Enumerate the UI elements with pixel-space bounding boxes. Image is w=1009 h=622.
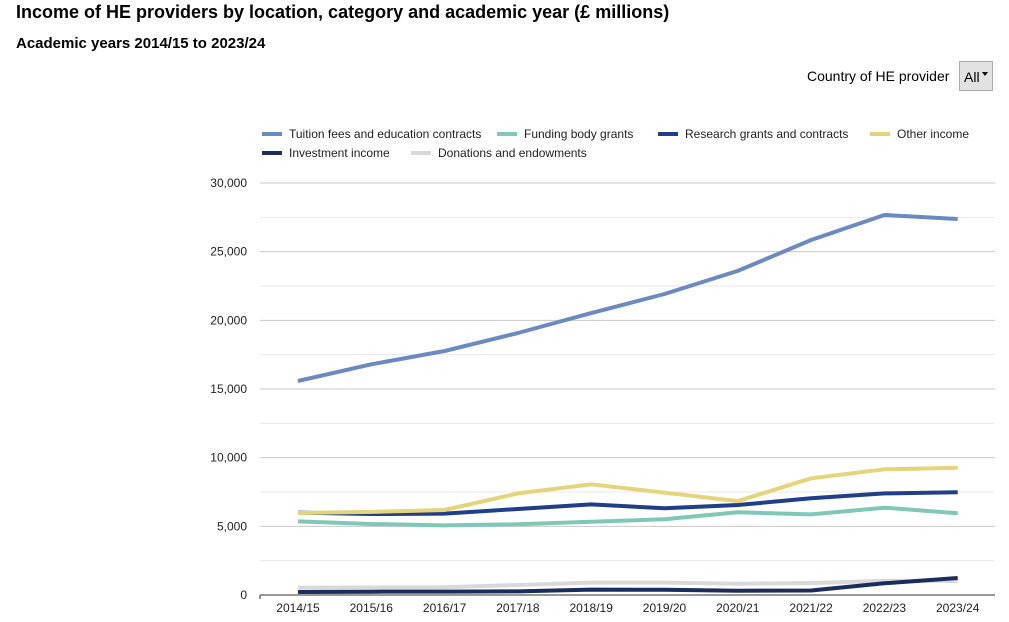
legend-item: Research grants and contracts (685, 127, 848, 141)
x-tick-label: 2017/18 (496, 601, 540, 615)
y-tick-label: 20,000 (210, 313, 247, 327)
y-tick-label: 25,000 (210, 245, 247, 259)
x-tick-label: 2016/17 (423, 601, 467, 615)
x-tick-label: 2022/23 (863, 601, 907, 615)
x-tick-label: 2021/22 (789, 601, 833, 615)
series-line-tuition-fees-and-education-contracts (297, 213, 958, 383)
legend-item: Other income (897, 127, 969, 141)
x-tick-label: 2018/19 (570, 601, 614, 615)
country-filter-select[interactable]: All (959, 61, 993, 91)
chart-title: Income of HE providers by location, cate… (16, 2, 670, 22)
legend-item: Funding body grants (524, 127, 633, 141)
legend-item: Donations and endowments (438, 146, 587, 160)
x-tick-label: 2023/24 (936, 601, 980, 615)
chevron-down-icon (982, 72, 988, 76)
legend-item: Investment income (289, 146, 390, 160)
series-line-research-grants-and-contracts (297, 490, 958, 516)
legend-item: Tuition fees and education contracts (289, 127, 481, 141)
country-filter-label: Country of HE provider (807, 68, 950, 84)
country-filter-value: All (964, 69, 980, 85)
y-tick-label: 30,000 (210, 176, 247, 190)
x-tick-label: 2014/15 (276, 601, 320, 615)
x-tick-label: 2019/20 (643, 601, 687, 615)
chart-subtitle: Academic years 2014/15 to 2023/24 (16, 35, 266, 52)
y-tick-label: 10,000 (210, 451, 247, 465)
y-tick-label: 15,000 (210, 382, 247, 396)
series-line-other-income (297, 465, 958, 515)
x-tick-label: 2015/16 (350, 601, 394, 615)
x-tick-label: 2020/21 (716, 601, 760, 615)
series-line-donations-and-endowments (297, 578, 958, 590)
series-line-funding-body-grants (297, 505, 958, 528)
series-line-investment-income (297, 576, 958, 594)
y-tick-label: 5,000 (217, 519, 247, 533)
y-tick-label: 0 (240, 588, 247, 602)
